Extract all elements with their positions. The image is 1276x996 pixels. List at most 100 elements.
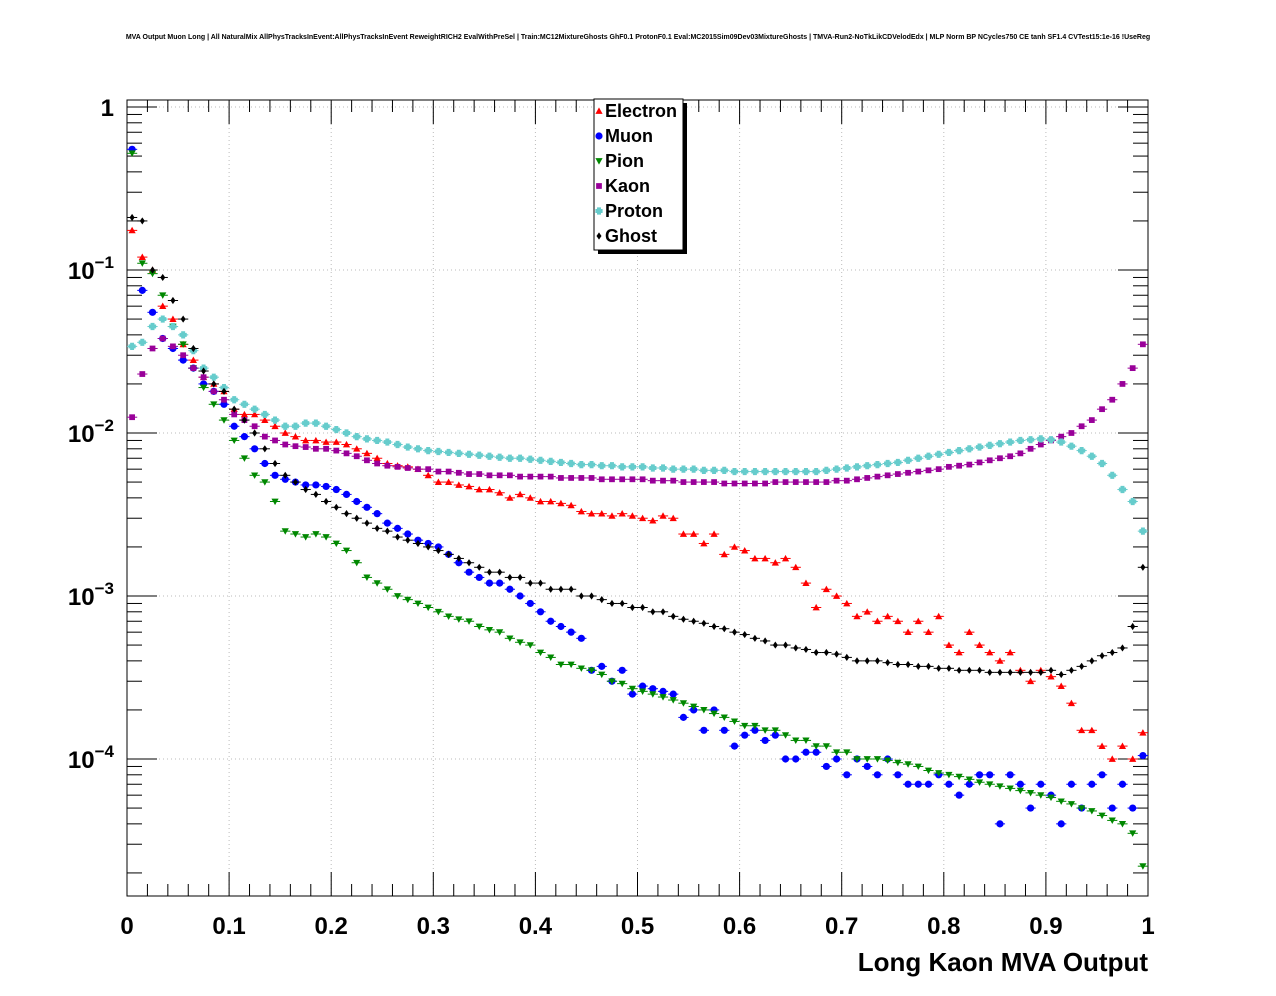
data-point	[241, 416, 247, 424]
data-point	[587, 667, 596, 674]
data-point	[516, 639, 524, 646]
data-point	[853, 756, 861, 763]
data-point	[129, 213, 135, 222]
data-point	[475, 485, 483, 493]
data-point	[598, 510, 606, 517]
data-point	[179, 341, 187, 348]
data-point	[312, 436, 320, 444]
data-point	[1058, 670, 1064, 679]
data-point	[527, 579, 533, 587]
data-point	[629, 603, 635, 612]
data-point	[945, 771, 953, 779]
data-point	[863, 756, 871, 763]
data-point	[404, 443, 412, 451]
data-point	[977, 666, 983, 674]
data-point	[342, 547, 351, 555]
legend-label: Pion	[605, 151, 644, 171]
data-point	[854, 476, 860, 483]
data-point	[303, 485, 309, 494]
data-point	[914, 780, 922, 788]
series-ghost	[127, 213, 1148, 679]
data-point	[669, 697, 677, 704]
data-point	[792, 467, 800, 476]
data-point	[854, 657, 860, 665]
data-point	[751, 722, 759, 730]
data-point	[1079, 662, 1085, 670]
data-point	[628, 690, 636, 698]
data-point	[710, 466, 718, 474]
data-point	[1026, 436, 1035, 444]
data-point	[506, 454, 514, 462]
data-point	[373, 454, 381, 462]
data-point	[139, 217, 145, 225]
data-point	[1048, 666, 1054, 674]
data-point	[924, 628, 933, 636]
data-point	[813, 648, 819, 657]
chart-title: MVA Output Muon Long | All NaturalMix Al…	[125, 34, 1151, 41]
data-point	[160, 273, 166, 282]
data-point	[1088, 417, 1095, 423]
data-point	[1118, 780, 1127, 788]
data-point	[190, 365, 197, 372]
data-point	[936, 664, 942, 672]
data-point	[679, 700, 688, 707]
data-point	[986, 457, 993, 464]
data-point	[649, 477, 656, 484]
data-point	[404, 596, 412, 604]
data-point	[761, 727, 769, 734]
data-point	[609, 599, 615, 608]
data-point	[1078, 805, 1086, 812]
data-point	[169, 322, 177, 331]
data-point	[639, 476, 646, 483]
data-point	[812, 748, 820, 756]
data-point	[813, 479, 820, 485]
data-point	[885, 659, 891, 667]
data-point	[649, 464, 657, 472]
data-point	[557, 661, 565, 669]
data-point	[925, 467, 932, 474]
data-point	[752, 634, 758, 642]
data-point	[1129, 497, 1137, 506]
data-point	[363, 574, 371, 582]
data-point	[281, 475, 289, 483]
data-point	[567, 459, 575, 468]
data-point	[1108, 804, 1116, 812]
data-point	[1067, 699, 1076, 707]
data-point	[669, 690, 677, 698]
y-tick-label: 10−4	[68, 742, 115, 774]
data-point	[434, 447, 443, 456]
data-point	[516, 592, 524, 600]
data-point	[1109, 648, 1115, 657]
data-point	[577, 507, 585, 515]
data-point	[935, 450, 943, 458]
legend-marker	[595, 207, 603, 215]
data-point	[863, 462, 871, 470]
data-point	[138, 338, 146, 346]
y-tick-label: 10−1	[68, 253, 114, 285]
data-point	[1007, 453, 1014, 460]
data-point	[405, 536, 411, 544]
data-point	[721, 480, 728, 487]
data-point	[231, 411, 238, 418]
data-point	[731, 480, 738, 487]
data-point	[802, 737, 810, 745]
data-point	[1140, 563, 1146, 571]
data-point	[691, 617, 697, 625]
data-point	[822, 585, 830, 593]
data-point	[781, 755, 790, 763]
data-point	[281, 429, 289, 436]
data-point	[210, 388, 217, 395]
data-point	[139, 371, 146, 377]
data-point	[557, 499, 565, 507]
data-point	[404, 465, 411, 471]
data-point	[720, 466, 728, 474]
data-point	[832, 465, 841, 473]
data-point	[374, 524, 380, 532]
data-point	[996, 783, 1004, 790]
data-point	[1047, 673, 1055, 680]
data-point	[792, 563, 800, 571]
data-point	[598, 476, 605, 483]
data-point	[946, 463, 952, 470]
data-point	[730, 718, 739, 726]
data-point	[792, 479, 799, 485]
